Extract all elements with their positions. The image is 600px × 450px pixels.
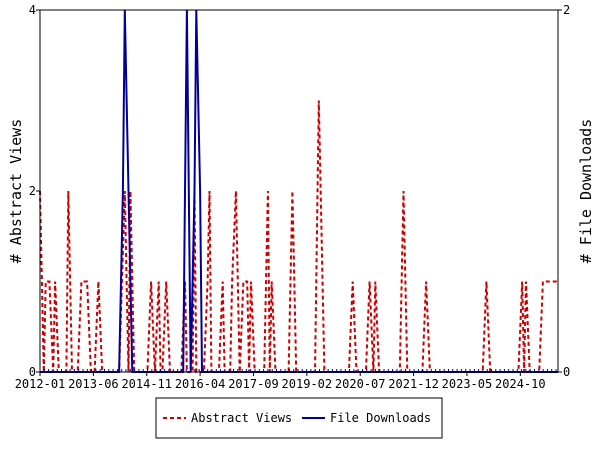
x-tick-label: 2012-01: [15, 377, 66, 391]
x-tick-label: 2023-05: [442, 377, 493, 391]
x-tick-label: 2014-11: [121, 377, 172, 391]
legend-label-file-downloads: File Downloads: [330, 411, 431, 425]
legend-box: [155, 397, 443, 439]
right-axis-title: # File Downloads: [577, 119, 595, 264]
x-tick-label: 2017-09: [228, 377, 279, 391]
x-tick-label: 2021-12: [388, 377, 439, 391]
series-file-downloads-line: [40, 9, 558, 373]
x-tick-label: 2016-04: [175, 377, 226, 391]
series-abstract-views-line: [39, 100, 558, 373]
x-tick-label: 2019-02: [282, 377, 333, 391]
tick-labels: 0 2 4 0 2 2012-01 2013-06 2014-11 2016-04 2017-09…: [15, 3, 571, 391]
left-tick-label: 2: [29, 184, 36, 198]
x-tick-label: 2013-06: [68, 377, 119, 391]
right-tick-label: 0: [563, 365, 570, 379]
legend: Abstract Views File Downloads: [155, 397, 443, 439]
x-tick-label: 2024-10: [495, 377, 546, 391]
baseline-markers: [39, 369, 557, 372]
legend-label-abstract-views: Abstract Views: [191, 411, 292, 425]
right-tick-label: 2: [563, 3, 570, 17]
series-layer: [39, 9, 558, 373]
left-tick-label: 4: [29, 3, 36, 17]
left-tick-label: 0: [29, 365, 36, 379]
axes: [36, 9, 562, 376]
left-axis-title: # Abstract Views: [7, 119, 25, 264]
x-tick-label: 2020-07: [335, 377, 386, 391]
